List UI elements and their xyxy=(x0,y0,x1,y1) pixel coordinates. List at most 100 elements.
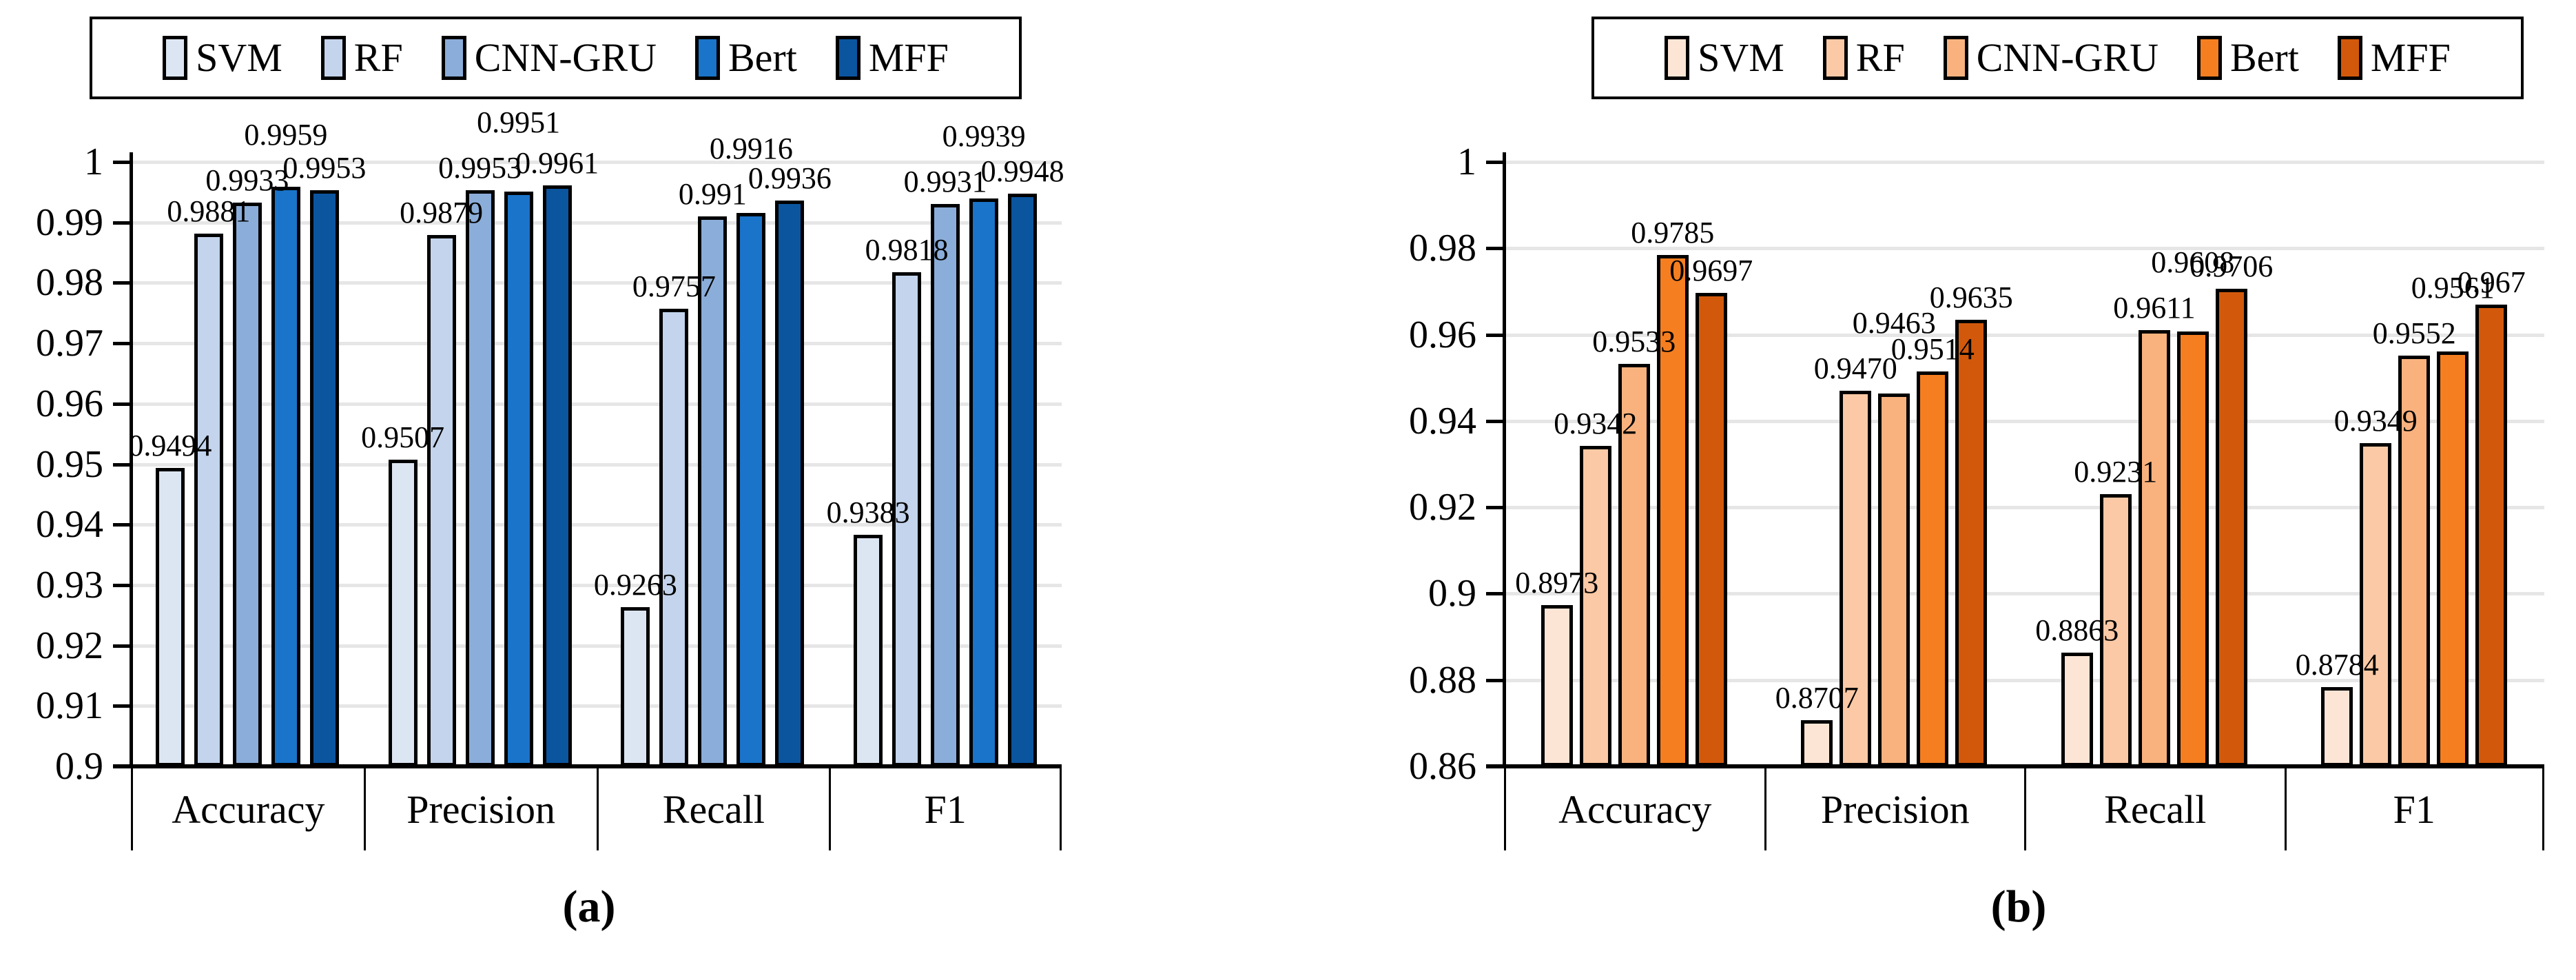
bar-bert-precision xyxy=(1917,371,1949,766)
data-label: 0.9697 xyxy=(1669,253,1753,287)
legend-item-mff: MFF xyxy=(835,35,949,80)
y-axis-tick xyxy=(113,583,131,587)
data-label: 0.9561 xyxy=(2411,270,2495,305)
legend-label: SVM xyxy=(1698,35,1784,80)
y-axis-tick xyxy=(113,704,131,708)
legend-item-mff: MFF xyxy=(2337,35,2451,80)
y-axis-tick xyxy=(1486,247,1504,251)
data-label: 0.9552 xyxy=(2372,316,2456,350)
legend-label: SVM xyxy=(196,35,282,80)
bar-cnn-gru-recall xyxy=(698,216,728,766)
y-axis-tick xyxy=(113,462,131,467)
bar-bert-f1 xyxy=(969,198,999,766)
data-label: 0.8973 xyxy=(1515,566,1599,600)
y-axis-tick xyxy=(113,281,131,285)
bar-svm-recall xyxy=(621,607,650,766)
data-label: 0.9231 xyxy=(2074,454,2158,489)
x-axis-line xyxy=(1486,764,2544,768)
data-label: 0.9959 xyxy=(244,117,328,152)
bar-rf-recall xyxy=(2099,493,2132,766)
bar-rf-f1 xyxy=(892,272,922,766)
legend-label: RF xyxy=(1855,35,1905,80)
bar-svm-accuracy xyxy=(155,467,185,766)
gridline xyxy=(131,402,1062,406)
y-tick-label: 0.96 xyxy=(36,382,103,425)
data-label: 0.9879 xyxy=(400,196,484,230)
category-label-precision: Precision xyxy=(1764,766,2025,850)
data-label: 0.9939 xyxy=(942,119,1026,153)
bar-bert-recall xyxy=(2176,331,2209,766)
y-axis-line xyxy=(1503,152,1506,768)
y-axis-tick xyxy=(113,644,131,648)
y-tick-label: 0.98 xyxy=(36,261,103,305)
data-label: 0.9494 xyxy=(128,428,212,462)
bar-cnn-gru-f1 xyxy=(2398,355,2431,766)
legend-label: MFF xyxy=(868,35,949,80)
data-label: 0.9951 xyxy=(477,105,561,140)
gridline xyxy=(131,583,1062,587)
legend-swatch-icon xyxy=(320,36,346,80)
data-label: 0.9953 xyxy=(282,151,367,185)
y-axis-line xyxy=(130,152,133,768)
legend-swatch-icon xyxy=(441,36,466,80)
y-axis-tick xyxy=(113,523,131,527)
gridline xyxy=(131,523,1062,527)
y-tick-label: 1 xyxy=(84,141,103,183)
legend-label: CNN-GRU xyxy=(474,35,657,80)
gridline xyxy=(1504,161,2544,164)
bar-bert-precision xyxy=(504,191,533,766)
legend-label: MFF xyxy=(2370,35,2451,80)
y-tick-label: 1 xyxy=(1457,141,1476,183)
bar-cnn-gru-accuracy xyxy=(1618,363,1650,766)
gridline xyxy=(131,342,1062,346)
bar-cnn-gru-precision xyxy=(465,190,495,766)
legend-item-bert: Bert xyxy=(2196,36,2299,80)
y-tick-label: 0.97 xyxy=(36,322,103,365)
data-label: 0.9263 xyxy=(593,568,677,602)
bar-svm-precision xyxy=(1801,719,1833,766)
y-tick-label: 0.92 xyxy=(36,624,103,667)
category-label-accuracy: Accuracy xyxy=(1504,766,1764,850)
bar-rf-accuracy xyxy=(1579,446,1611,766)
y-axis-tick xyxy=(1486,678,1504,682)
bar-mff-recall xyxy=(2215,289,2247,766)
bar-rf-precision xyxy=(1840,391,1872,766)
data-label: 0.9635 xyxy=(1929,280,2013,314)
y-tick-label: 0.98 xyxy=(1409,227,1476,270)
data-label: 0.9533 xyxy=(1592,324,1676,358)
category-label-recall: Recall xyxy=(596,766,830,850)
legend-label: CNN-GRU xyxy=(1976,35,2158,80)
category-label-accuracy: Accuracy xyxy=(131,766,364,850)
x-axis-line xyxy=(113,764,1062,768)
data-label: 0.9936 xyxy=(748,161,832,196)
data-label: 0.9463 xyxy=(1852,306,1936,340)
y-axis-tick xyxy=(1486,161,1504,164)
gridline xyxy=(131,644,1062,648)
gridline xyxy=(1504,592,2544,596)
y-tick-label: 0.95 xyxy=(36,442,103,486)
y-tick-label: 0.93 xyxy=(36,563,103,606)
bar-cnn-gru-precision xyxy=(1878,394,1910,766)
legend-swatch-icon xyxy=(1943,36,1968,80)
data-label: 0.9383 xyxy=(826,496,910,530)
legend-swatch-icon xyxy=(163,36,188,80)
data-label: 0.8707 xyxy=(1775,680,1859,715)
legend-label: RF xyxy=(353,35,403,80)
caption-b: (b) xyxy=(1990,881,2047,932)
y-axis-tick xyxy=(1486,592,1504,596)
bar-bert-accuracy xyxy=(271,186,300,766)
bar-mff-accuracy xyxy=(309,190,339,766)
bar-mff-recall xyxy=(775,201,805,766)
data-label: 0.9611 xyxy=(2113,290,2196,325)
bar-bert-accuracy xyxy=(1656,254,1689,766)
gridline xyxy=(131,161,1062,164)
data-label: 0.9514 xyxy=(1890,332,1975,367)
data-label: 0.991 xyxy=(678,176,747,211)
bar-svm-accuracy xyxy=(1541,605,1573,766)
data-label: 0.9608 xyxy=(2151,245,2235,279)
legend-item-cnn-gru: CNN-GRU xyxy=(441,35,657,80)
y-axis-tick xyxy=(1486,333,1504,337)
data-label: 0.9961 xyxy=(515,146,599,181)
legend-swatch-icon xyxy=(694,36,720,80)
y-tick-label: 0.96 xyxy=(1409,313,1476,356)
